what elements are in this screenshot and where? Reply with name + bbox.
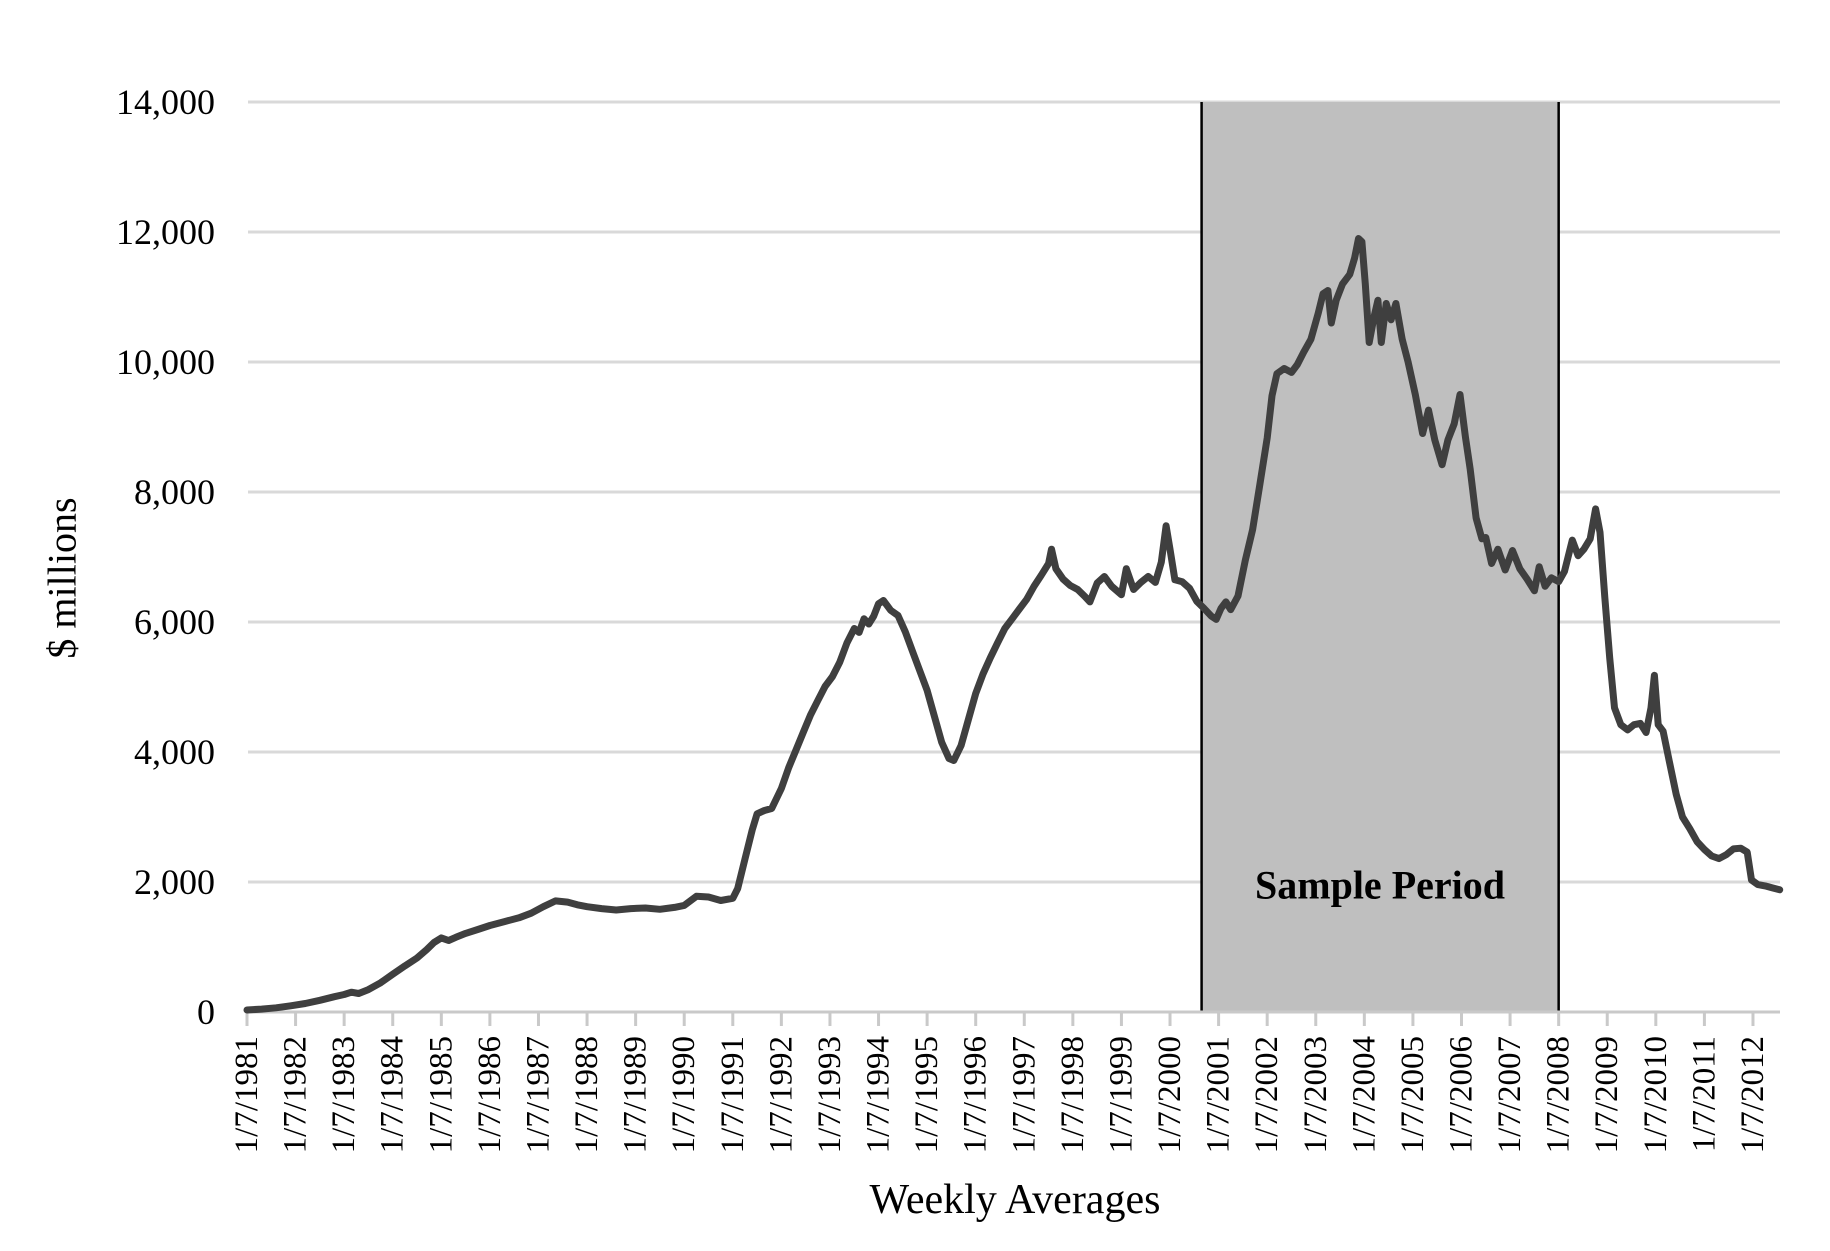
x-tick-label: 1/7/2005 (1395, 1036, 1431, 1153)
y-tick-label: 14,000 (116, 82, 215, 122)
sample-period-label: Sample Period (1255, 862, 1505, 908)
x-tick-label: 1/7/1998 (1055, 1036, 1091, 1153)
x-tick-label: 1/7/1986 (472, 1036, 508, 1153)
x-tick-label: 1/7/2004 (1346, 1036, 1382, 1153)
x-tick-label: 1/7/1983 (326, 1036, 362, 1153)
x-tick-label: 1/7/1993 (812, 1036, 848, 1153)
x-tick-label: 1/7/2009 (1589, 1036, 1625, 1153)
x-tick-label: 1/7/2001 (1201, 1036, 1237, 1153)
x-tick-label: 1/7/2003 (1298, 1036, 1334, 1153)
data-line (243, 235, 1784, 1014)
y-tick-label: 4,000 (134, 732, 215, 772)
x-tick-label: 1/7/1999 (1103, 1036, 1139, 1153)
y-tick-label: 12,000 (116, 212, 215, 252)
x-tick-label: 1/7/1990 (666, 1036, 702, 1153)
y-tick-label: 8,000 (134, 472, 215, 512)
x-tick-label: 1/7/1991 (715, 1036, 751, 1153)
x-tick-label: 1/7/1988 (569, 1036, 605, 1153)
x-tick-label: 1/7/1984 (375, 1036, 411, 1153)
x-tick-label: 1/7/2011 (1686, 1036, 1722, 1152)
x-tick-label: 1/7/1982 (278, 1036, 314, 1153)
x-tick-label: 1/7/1995 (909, 1036, 945, 1153)
x-tick-label: 1/7/2007 (1492, 1036, 1528, 1153)
x-tick-label: 1/7/2008 (1541, 1036, 1577, 1153)
x-tick-label: 1/7/2000 (1152, 1036, 1188, 1153)
x-axis-title: Weekly Averages (869, 1177, 1161, 1223)
y-tick-label: 10,000 (116, 342, 215, 382)
x-tick-label: 1/7/1996 (958, 1036, 994, 1153)
x-tick-label: 1/7/2002 (1249, 1036, 1285, 1153)
x-tick-label: 1/7/1981 (229, 1036, 265, 1153)
x-tick-label: 1/7/2006 (1444, 1036, 1480, 1153)
x-tick-label: 1/7/1997 (1006, 1036, 1042, 1153)
x-tick-label: 1/7/2012 (1735, 1036, 1771, 1153)
x-tick-label: 1/7/1992 (763, 1036, 799, 1153)
y-tick-label: 2,000 (134, 862, 215, 902)
y-axis-title: $ millions (39, 497, 85, 659)
x-tick-label: 1/7/2010 (1638, 1036, 1674, 1153)
x-tick-label: 1/7/1987 (520, 1036, 556, 1153)
x-tick-label: 1/7/1994 (861, 1036, 897, 1153)
x-tick-label: 1/7/1985 (423, 1036, 459, 1153)
y-tick-label: 0 (197, 992, 215, 1032)
x-tick-label: 1/7/1989 (618, 1036, 654, 1153)
y-tick-label: 6,000 (134, 602, 215, 642)
